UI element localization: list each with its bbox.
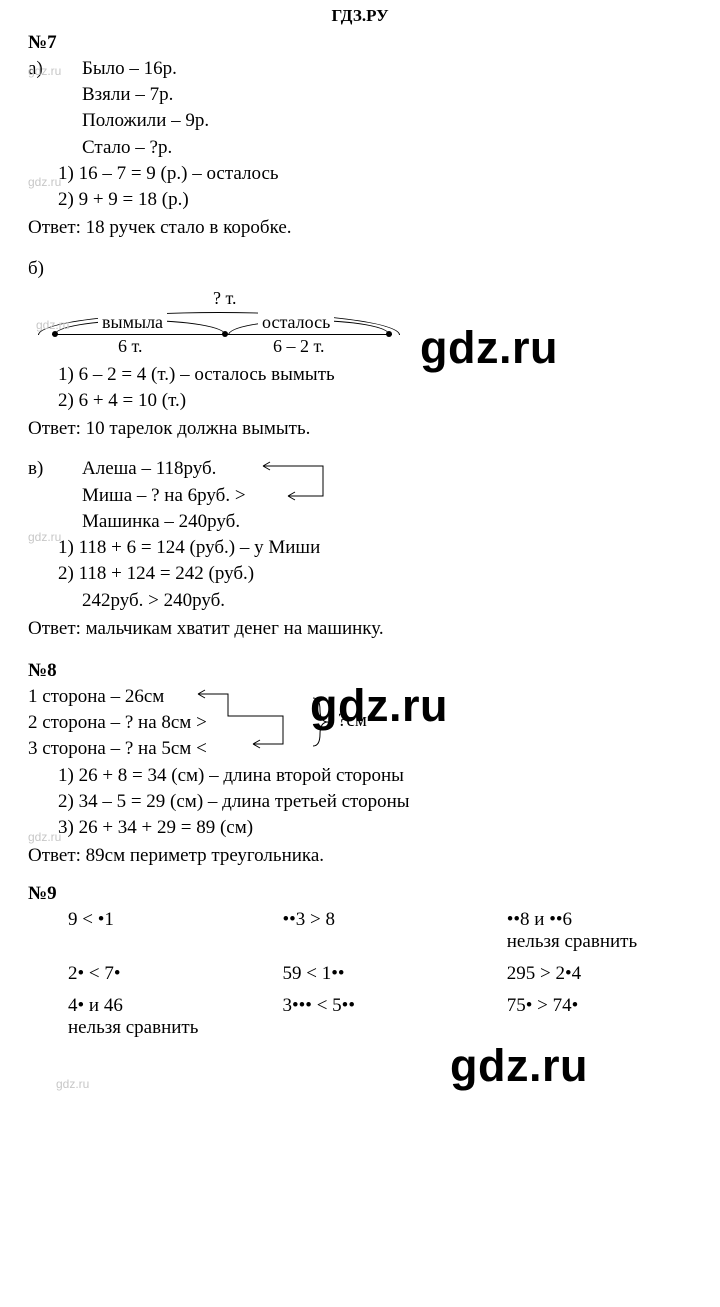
task9-r2c3: 75• > 74• [507, 995, 692, 1039]
wm-small-6: gdz.ru [56, 1077, 89, 1091]
task7-c-line1: Миша – ? на 6руб. > [28, 483, 692, 509]
task7-c-step0: 1) 118 + 6 = 124 (руб.) – у Миши [28, 535, 692, 561]
task7-c-label: в) [28, 456, 82, 482]
task8-line2: 3 сторона – ? на 5см < [28, 736, 692, 762]
task9-r2c1: 4• и 46 нельзя сравнить [28, 995, 283, 1039]
task9-r2c2: 3••• < 5•• [283, 995, 507, 1039]
task7-b-answer: Ответ: 10 тарелок должна вымыть. [28, 416, 692, 442]
task7-c-answer: Ответ: мальчикам хватит денег на машинку… [28, 616, 692, 642]
task7-a-line1: Взяли – 7р. [28, 82, 692, 108]
page-content: №7 а) Было – 16р. Взяли – 7р. Положили –… [0, 32, 720, 1039]
task7-a-line2: Положили – 9р. [28, 108, 692, 134]
task7-c-step1: 2) 118 + 124 = 242 (руб.) [28, 561, 692, 587]
task7-a-label: а) [28, 56, 82, 82]
task9-r0c3: ••8 и ••6 нельзя сравнить [507, 909, 692, 953]
task7-b-step0: 1) 6 – 2 = 4 (т.) – осталось вымыть [28, 362, 692, 388]
task7-a-line3: Стало – ?р. [28, 135, 692, 161]
diagram-top: ? т. [213, 288, 237, 309]
task7-b: б) ? т. вымыла осталось 6 т. 6 – 2 т. 1)… [28, 256, 692, 443]
task9-r1c3: 295 > 2•4 [507, 963, 692, 985]
task9-r1c2: 59 < 1•• [283, 963, 507, 985]
task9-r0c1: 9 < •1 [28, 909, 283, 953]
task9-row0: 9 < •1 ••3 > 8 ••8 и ••6 нельзя сравнить [28, 909, 692, 953]
task9-r1c1: 2• < 7• [28, 963, 283, 985]
page-header: ГДЗ.РУ [0, 0, 720, 30]
task9-row1: 2• < 7• 59 < 1•• 295 > 2•4 [28, 963, 692, 985]
task8-title: №8 [28, 660, 692, 682]
task8-line0: 1 сторона – 26см [28, 684, 692, 710]
task9-r0c2: ••3 > 8 [283, 909, 507, 953]
task7-a-line0: Было – 16р. [82, 56, 177, 82]
task8-brace-label: ?см [338, 710, 367, 732]
task7-c-step2: 242руб. > 240руб. [28, 588, 692, 614]
task7-c: в) Алеша – 118руб. Миша – ? на 6руб. > М… [28, 456, 692, 642]
diagram-right: осталось [258, 312, 334, 333]
task8-step0: 1) 26 + 8 = 34 (см) – длина второй сторо… [28, 763, 692, 789]
task7-c-line2: Машинка – 240руб. [28, 509, 692, 535]
task8: 1 сторона – 26см 2 сторона – ? на 8см > … [28, 684, 692, 870]
diagram-rightb: 6 – 2 т. [273, 336, 325, 357]
task7-a-step0: 1) 16 – 7 = 9 (р.) – осталось [28, 161, 692, 187]
task7-a: а) Было – 16р. Взяли – 7р. Положили – 9р… [28, 56, 692, 242]
task9-title: №9 [28, 883, 692, 905]
task7-b-step1: 2) 6 + 4 = 10 (т.) [28, 388, 692, 414]
task8-step2: 3) 26 + 34 + 29 = 89 (см) [28, 815, 692, 841]
task7-c-line0: Алеша – 118руб. [82, 456, 216, 482]
task7-title: №7 [28, 32, 692, 54]
diagram-left: вымыла [98, 312, 167, 333]
task9-grid: 9 < •1 ••3 > 8 ••8 и ••6 нельзя сравнить… [28, 909, 692, 1039]
diagram-leftb: 6 т. [118, 336, 143, 357]
task8-step1: 2) 34 – 5 = 29 (см) – длина третьей стор… [28, 789, 692, 815]
wm-big-3: gdz.ru [450, 1040, 588, 1092]
task7-b-label: б) [28, 256, 692, 282]
task7-a-step1: 2) 9 + 9 = 18 (р.) [28, 187, 692, 213]
task7-b-diagram: ? т. вымыла осталось 6 т. 6 – 2 т. [38, 284, 418, 362]
task7-a-answer: Ответ: 18 ручек стало в коробке. [28, 215, 692, 241]
task9-row2: 4• и 46 нельзя сравнить 3••• < 5•• 75• >… [28, 995, 692, 1039]
task8-answer: Ответ: 89см периметр треугольника. [28, 843, 692, 869]
